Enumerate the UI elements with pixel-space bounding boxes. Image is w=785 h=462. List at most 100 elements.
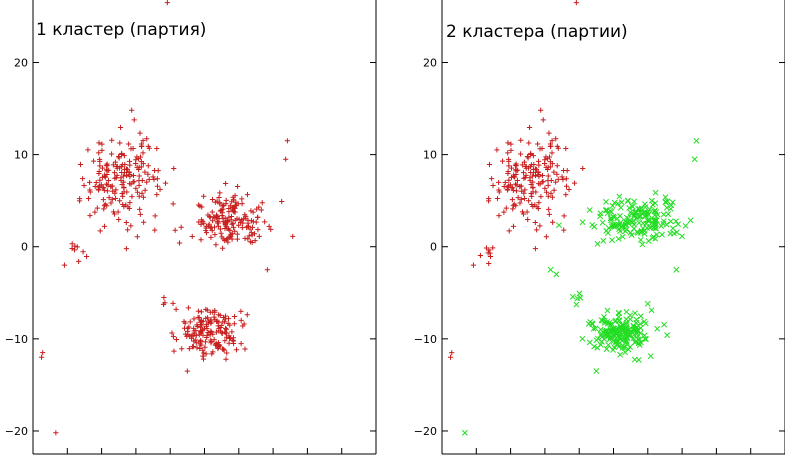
data-point-plus [238, 341, 244, 347]
data-point-plus [128, 146, 134, 152]
data-point-cross [644, 209, 651, 216]
data-point-plus [517, 151, 524, 157]
data-point-cross [653, 209, 660, 216]
data-point-plus [563, 176, 569, 182]
data-point-plus [77, 196, 83, 202]
data-point-cross [609, 202, 616, 209]
data-point-plus [496, 179, 502, 186]
data-point-plus [506, 158, 512, 164]
panel-1-title: 1 кластер (партия) [36, 20, 206, 40]
data-point-plus [140, 138, 146, 144]
data-point-cross [648, 307, 655, 314]
data-point-plus [553, 179, 559, 185]
data-point-plus [232, 209, 238, 215]
data-point-cross [630, 213, 637, 220]
data-point-cross [634, 228, 641, 235]
data-point-plus [217, 226, 223, 232]
data-point-plus [136, 193, 142, 199]
data-point-plus [520, 170, 527, 176]
data-point-plus [238, 308, 244, 314]
data-point-plus [521, 195, 528, 202]
data-point-plus [230, 335, 237, 341]
data-point-cross [609, 321, 616, 328]
data-point-cross [547, 266, 554, 273]
data-point-plus [129, 193, 135, 200]
data-point-plus [170, 333, 177, 340]
data-point-plus [104, 163, 110, 169]
data-point-plus [231, 313, 238, 320]
data-point-plus [94, 205, 100, 211]
data-point-plus [195, 314, 201, 320]
data-point-cross [661, 321, 668, 328]
y-tick-label: −20 [414, 425, 437, 438]
data-point-plus [121, 203, 127, 210]
data-point-plus [213, 215, 219, 221]
data-point-plus [239, 196, 245, 202]
data-point-plus [112, 159, 119, 165]
data-point-plus [211, 314, 217, 320]
data-point-plus [97, 228, 103, 234]
data-point-cross [652, 189, 659, 196]
data-point-cross [627, 316, 634, 323]
data-point-plus [234, 231, 240, 237]
data-point-plus [208, 338, 214, 345]
data-point-plus [499, 158, 506, 164]
data-point-plus [99, 174, 106, 181]
data-point-plus [104, 188, 111, 194]
data-point-plus [546, 211, 552, 217]
data-point-cross [662, 194, 669, 201]
data-point-plus [244, 191, 251, 198]
data-point-cross [675, 221, 682, 228]
data-point-plus [530, 184, 536, 190]
data-point-plus [189, 335, 195, 342]
data-point-cross [599, 219, 606, 226]
data-point-plus [154, 183, 161, 189]
data-point-cross [608, 217, 614, 224]
data-point-plus [486, 260, 492, 267]
data-point-plus [252, 237, 258, 244]
data-point-plus [191, 316, 197, 322]
data-point-plus [129, 107, 135, 113]
data-point-plus [519, 162, 525, 168]
data-point-cross [569, 293, 576, 300]
data-point-cross [631, 221, 637, 228]
data-point-plus [69, 245, 75, 252]
data-point-plus [518, 196, 524, 202]
data-point-plus [209, 228, 215, 234]
data-point-plus [526, 124, 533, 131]
data-point-plus [140, 150, 146, 156]
data-point-cross [623, 321, 630, 328]
data-point-plus [216, 194, 222, 201]
data-point-plus [512, 181, 519, 187]
data-point-plus [119, 181, 125, 188]
data-point-plus [225, 239, 231, 245]
data-point-plus [186, 346, 192, 352]
data-point-cross [615, 221, 622, 228]
data-point-plus [218, 230, 224, 236]
data-point-plus [170, 300, 176, 306]
data-point-plus [146, 176, 152, 182]
data-point-cross [673, 218, 679, 225]
data-point-plus [127, 199, 133, 206]
data-point-plus [96, 150, 102, 156]
data-point-plus [216, 342, 222, 349]
data-point-plus [172, 227, 178, 233]
data-point-plus [176, 240, 183, 246]
data-point-plus [507, 182, 513, 188]
data-point-plus [101, 187, 107, 193]
data-point-cross [602, 207, 609, 214]
data-point-plus [528, 169, 534, 176]
data-point-plus [528, 181, 534, 188]
data-point-cross [631, 198, 638, 205]
data-point-cross [622, 331, 629, 337]
data-point-plus [209, 351, 215, 357]
data-point-plus [546, 206, 552, 212]
data-point-plus [209, 209, 215, 215]
data-point-cross [652, 200, 659, 207]
data-point-plus [96, 170, 102, 177]
data-point-cross [590, 325, 597, 332]
panel-2-clusters: 20 10 0 −10 −20 2 кластера (партии) [414, 0, 785, 455]
data-point-plus [219, 330, 225, 336]
data-point-plus [537, 146, 543, 152]
data-point-plus [228, 231, 234, 237]
